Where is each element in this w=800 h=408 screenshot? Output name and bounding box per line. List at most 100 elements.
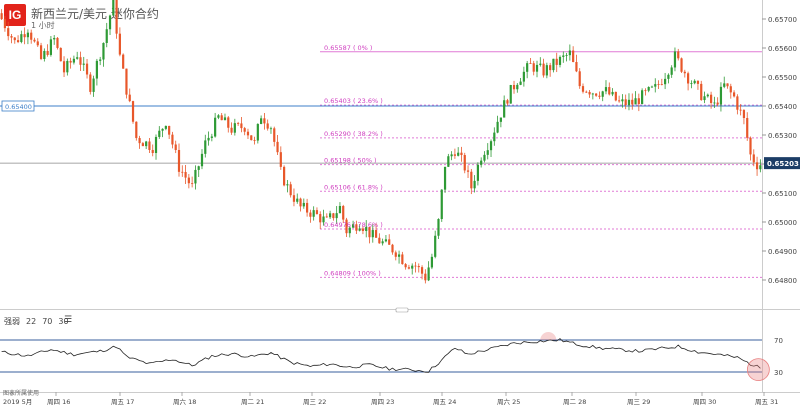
candle-body — [568, 50, 571, 56]
candle-body — [95, 60, 98, 79]
candle-body — [322, 216, 325, 223]
time-axis-label: 周二 21 — [241, 398, 264, 406]
candle-body — [181, 171, 184, 173]
candle-body — [657, 84, 660, 85]
candle-body — [595, 93, 598, 96]
rsi-param-period: 22 — [26, 317, 37, 326]
candle-body — [13, 37, 16, 41]
candle-body — [463, 155, 466, 171]
candle-body — [752, 154, 755, 163]
candle-body — [79, 57, 82, 65]
price-axis-label: 0.65700 — [768, 16, 797, 24]
candle-body — [125, 68, 128, 95]
candle-body — [296, 198, 299, 202]
candle-body — [214, 117, 217, 137]
candle-body — [355, 224, 358, 231]
candle-body — [621, 99, 624, 102]
candle-body — [654, 84, 657, 87]
candle-body — [253, 140, 256, 141]
candle-body — [736, 96, 739, 110]
candle-body — [164, 125, 167, 129]
candle-body — [680, 58, 683, 72]
candle-body — [3, 19, 7, 29]
candle-body — [532, 63, 535, 72]
instrument-title[interactable]: 新西兰元/美元 迷你合约 — [31, 7, 159, 21]
time-axis-label: 2019 5月 — [3, 398, 32, 406]
candle-body — [575, 61, 578, 72]
candle-body — [437, 219, 440, 236]
price-axis-label: 0.65300 — [768, 132, 797, 140]
candle-body — [36, 41, 39, 46]
interval-label[interactable]: 1 小时 — [31, 21, 55, 30]
candle-body — [358, 228, 361, 231]
fib-level-label: 0.65290 ( 38.2% ) — [324, 130, 383, 138]
candle-body — [89, 74, 92, 92]
current-price-tag — [764, 157, 800, 170]
pane-resize-handle[interactable] — [395, 307, 409, 313]
candle-body — [670, 67, 673, 75]
candle-body — [230, 127, 233, 133]
candle-body — [552, 58, 555, 71]
candle-body — [519, 81, 522, 85]
candle-body — [374, 230, 378, 238]
candle-body — [289, 184, 292, 196]
candle-body — [539, 63, 542, 65]
rsi-param-upper: 70 — [42, 317, 53, 326]
candle-body — [749, 137, 752, 155]
hamburger-icon[interactable]: ☰ — [64, 315, 73, 325]
candle-body — [434, 235, 437, 257]
candle-body — [424, 273, 427, 281]
price-axis-label: 0.65100 — [768, 190, 797, 198]
candle-body — [401, 254, 404, 265]
candle-body — [506, 100, 509, 104]
candle-body — [158, 130, 161, 137]
current-price-label: 0.65203 — [767, 160, 799, 168]
candle-body — [723, 83, 726, 87]
candle-body — [650, 86, 654, 88]
candle-body — [581, 86, 585, 92]
candle-body — [542, 63, 545, 76]
candle-body — [43, 50, 46, 59]
candle-body — [283, 166, 286, 186]
candle-body — [414, 265, 417, 267]
candle-body — [604, 87, 608, 92]
candle-body — [755, 162, 759, 170]
candle-body — [237, 123, 240, 124]
candle-body — [394, 252, 397, 257]
candle-body — [509, 84, 512, 104]
crosshair-price-tag — [1, 100, 35, 112]
time-axis-label: 周四 16 — [47, 398, 70, 406]
candle-body — [66, 60, 69, 73]
candle-body — [174, 144, 177, 151]
candle-body — [302, 202, 305, 207]
candle-body — [378, 237, 381, 244]
time-axis-label: 周五 24 — [433, 398, 456, 406]
candle-body — [700, 83, 703, 101]
candle-body — [499, 117, 502, 122]
candle-body — [693, 80, 696, 84]
candle-body — [365, 227, 368, 231]
ig-logo: IG — [4, 4, 26, 26]
candle-body — [122, 54, 125, 69]
candle-body — [59, 47, 62, 62]
candle-body — [184, 171, 187, 178]
candle-body — [522, 71, 525, 82]
candle-body — [535, 64, 539, 72]
candle-body — [631, 99, 634, 105]
candle-body — [729, 86, 732, 93]
candle-body — [732, 92, 736, 97]
candle-body — [420, 267, 424, 274]
candle-body — [62, 61, 66, 73]
rsi-indicator-label[interactable]: 强弱 22 70 30 — [4, 316, 75, 327]
candle-body — [673, 51, 677, 68]
candle-body — [260, 118, 263, 124]
candle-body — [483, 154, 486, 161]
candle-body — [92, 78, 95, 92]
candle-body — [217, 115, 220, 118]
candle-body — [266, 123, 269, 129]
candle-body — [56, 37, 59, 48]
rsi-overbought-marker — [540, 332, 557, 340]
candle-body — [476, 164, 479, 181]
